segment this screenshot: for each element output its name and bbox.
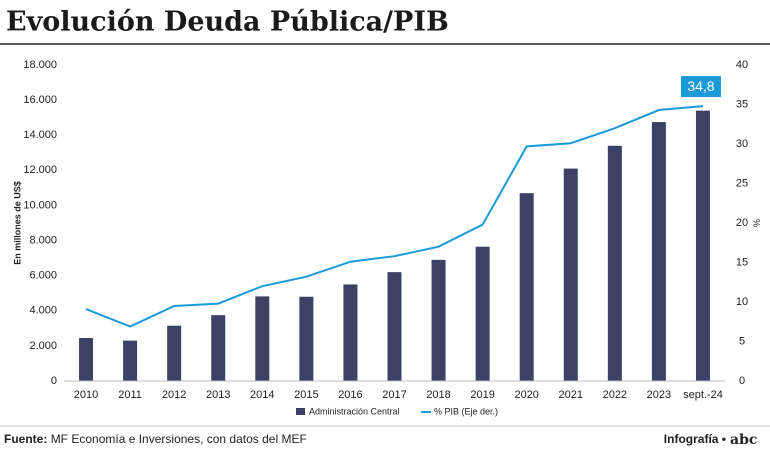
bar [475, 246, 490, 381]
y-tick-label: 16.000 [23, 94, 57, 106]
bar [123, 340, 138, 381]
y2-tick-label: 40 [736, 59, 748, 71]
y-tick-label: 10.000 [23, 199, 57, 211]
bar [299, 296, 314, 381]
x-tick-label: 2015 [294, 389, 318, 401]
y2-tick-label: 35 [736, 98, 748, 110]
y-tick-label: 0 [51, 375, 57, 387]
x-tick-label: 2012 [162, 389, 186, 401]
y2-tick-label: 5 [739, 335, 745, 347]
x-tick-label: 2021 [559, 389, 583, 401]
x-tick-label: 2023 [647, 389, 671, 401]
bar [167, 325, 182, 381]
bar [255, 296, 270, 381]
x-tick-label: 2017 [382, 389, 406, 401]
bar [79, 337, 94, 381]
x-tick-label: sept.-24 [683, 389, 723, 401]
legend-swatch [296, 408, 305, 415]
footer-credit: Infografía • [664, 432, 726, 446]
y2-tick-label: 10 [736, 296, 748, 308]
y-tick-label: 18.000 [23, 59, 57, 71]
y-tick-label: 2.000 [29, 340, 57, 352]
y2-tick-label: 30 [736, 138, 748, 150]
y2-tick-label: 15 [736, 256, 748, 268]
bar [563, 168, 578, 381]
x-tick-label: 2018 [426, 389, 450, 401]
y2-tick-label: 25 [736, 177, 748, 189]
y2-tick-label: 0 [739, 375, 745, 387]
bar [651, 122, 666, 382]
x-tick-label: 2019 [470, 389, 494, 401]
y-tick-label: 8.000 [29, 234, 57, 246]
y-tick-label: 6.000 [29, 270, 57, 282]
bar [343, 284, 358, 381]
x-tick-label: 2022 [603, 389, 627, 401]
source-text: MF Economía e Inversiones, con datos del… [51, 432, 307, 446]
line [85, 105, 704, 328]
x-tick-label: 2011 [118, 389, 142, 401]
bar [211, 315, 226, 381]
x-tick-label: 2020 [514, 389, 538, 401]
footer-logo: abc [730, 432, 757, 448]
x-tick-label: 2010 [74, 389, 98, 401]
bar [387, 272, 402, 381]
source-label: Fuente: [4, 432, 47, 446]
x-tick-label: 2013 [206, 389, 230, 401]
data-label: 34,8 [687, 78, 714, 94]
x-tick-label: 2016 [338, 389, 362, 401]
bar [695, 110, 710, 382]
chart-title: Evolución Deuda Pública/PIB [6, 7, 449, 38]
y-tick-label: 14.000 [23, 129, 57, 141]
legend-label: % PIB (Eje der.) [434, 406, 498, 416]
bar [519, 193, 534, 381]
bar [607, 145, 622, 381]
legend-label: Administración Central [309, 406, 400, 416]
footer-source: Fuente: MF Economía e Inversiones, con d… [4, 432, 307, 446]
y-tick-label: 12.000 [23, 164, 57, 176]
y-axis-label: En millones de US$ [12, 181, 22, 265]
y2-axis-label: % [752, 219, 762, 227]
annotation-box [680, 76, 721, 98]
bar [431, 259, 446, 381]
y-tick-label: 4.000 [29, 305, 57, 317]
y2-tick-label: 20 [736, 217, 748, 229]
x-tick-label: 2014 [250, 389, 274, 401]
